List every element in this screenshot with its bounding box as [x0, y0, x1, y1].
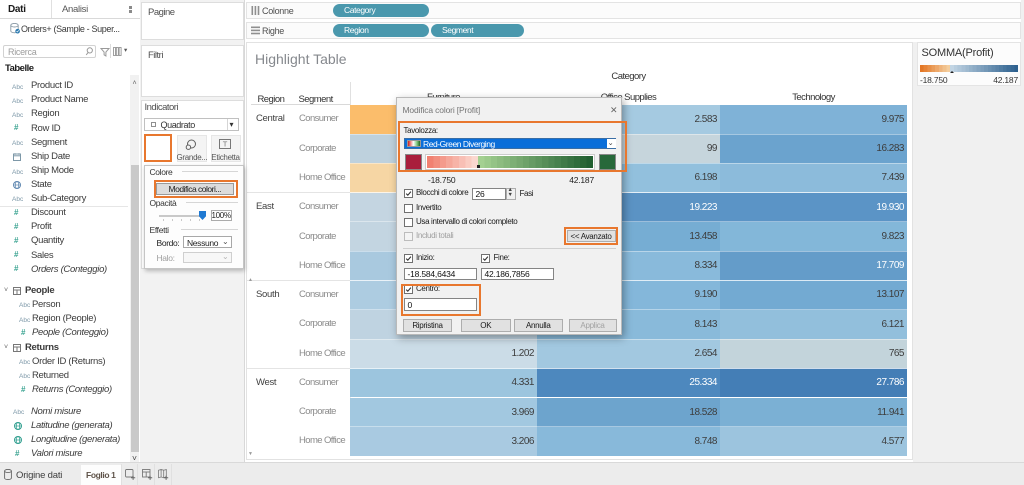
svg-text:Abc: Abc: [19, 373, 30, 379]
svg-text:Abc: Abc: [19, 317, 30, 323]
svg-text:Abc: Abc: [13, 409, 24, 415]
svg-text:Abc: Abc: [12, 140, 23, 146]
svg-text:Abc: Abc: [12, 169, 23, 175]
svg-text:T: T: [223, 140, 228, 149]
svg-text:Abc: Abc: [19, 302, 30, 308]
svg-text:Abc: Abc: [12, 84, 23, 90]
svg-text:Abc: Abc: [19, 359, 30, 365]
svg-text:Abc: Abc: [12, 112, 23, 118]
svg-text:Abc: Abc: [12, 196, 23, 202]
svg-text:Abc: Abc: [12, 98, 23, 104]
